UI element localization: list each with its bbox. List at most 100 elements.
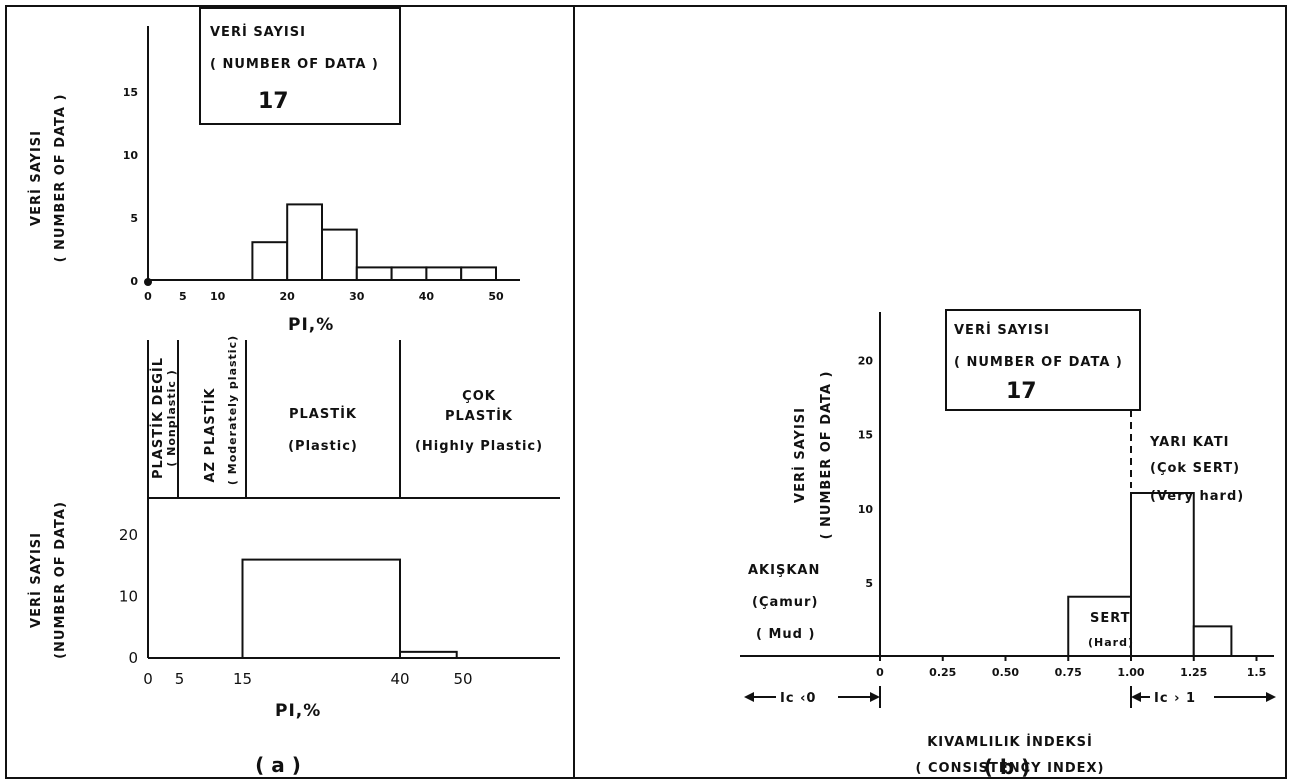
a-top-xtick-4: 30	[349, 290, 365, 303]
a-top-ytick-2: 10	[123, 149, 139, 162]
b-range-right: Ic › 1	[1130, 686, 1276, 708]
a-top-bar-4	[390, 266, 428, 281]
a-top-bar-3	[355, 266, 393, 281]
zone-plastic-line2: (Plastic)	[288, 439, 358, 454]
count-box-b-line1: VERİ SAYISI	[954, 322, 1050, 338]
a-bottom-xtick-4: 50	[453, 670, 472, 688]
count-box-a-line1: VERİ SAYISI	[210, 24, 306, 40]
panel-a-bottom: VERİ SAYISI (NUMBER OF DATA) 0 10 20 0 5 15 4…	[28, 501, 560, 721]
b-xtick-1: 0.25	[929, 666, 956, 679]
panel-a-top: VERİ SAYISI ( NUMBER OF DATA ) 17 VERİ S…	[28, 7, 520, 335]
b-bar-2	[1192, 625, 1233, 658]
b-ylabel-line1: VERİ SAYISI	[792, 407, 808, 503]
b-xlabel-line1: KIVAMLILIK İNDEKSİ	[927, 734, 1093, 750]
count-box-a-count: 17	[258, 89, 289, 114]
a-bottom-ytick-2: 20	[119, 526, 138, 544]
a-bottom-xtick-3: 40	[390, 670, 409, 688]
zone-nonplastic-line1: PLASTİK DEGİL	[150, 357, 166, 479]
b-range-left-arrow2-icon	[870, 692, 880, 702]
a-top-bars	[251, 203, 498, 282]
zone-highly-line1: ÇOK	[462, 389, 496, 404]
b-range-left: Ic ‹0	[744, 686, 881, 708]
b-zone-hard-line2: (Hard)	[1088, 636, 1134, 649]
b-xtick-6: 1.5	[1247, 666, 1267, 679]
a-top-origin-marker	[144, 278, 152, 286]
a-top-xtick-0: 0	[144, 290, 152, 303]
a-bottom-yticks: 0 10 20	[119, 526, 138, 667]
zone-highly-line3: (Highly Plastic)	[415, 439, 543, 454]
b-range-right-label: Ic › 1	[1154, 691, 1196, 706]
b-xtick-3: 0.75	[1055, 666, 1082, 679]
zone-moderately-line2: ( Moderately plastic)	[226, 335, 239, 485]
figure-frame	[5, 5, 1287, 779]
a-top-bar-0	[251, 241, 289, 281]
a-bottom-xtick-1: 5	[175, 670, 185, 688]
b-range-left-arrow-icon	[744, 692, 754, 702]
panel-b-label: ( b )	[984, 755, 1031, 779]
a-top-ytick-0: 0	[130, 275, 138, 288]
zone-highly-line2: PLASTİK	[445, 408, 513, 424]
b-ytick-2: 15	[858, 429, 873, 442]
a-top-ytick-1: 5	[130, 212, 138, 225]
b-zone-fluid-line3: ( Mud )	[756, 627, 815, 642]
b-bars	[1067, 492, 1233, 658]
b-xtick-0: 0	[876, 666, 884, 679]
zone-plastic-line1: PLASTİK	[289, 406, 357, 422]
a-top-xtick-1: 5	[179, 290, 187, 303]
panel-a-label: ( a )	[255, 753, 301, 777]
zone-moderately-line1: AZ PLASTİK	[202, 387, 218, 482]
b-zone-fluid-line1: AKIŞKAN	[748, 563, 820, 578]
a-bottom-ytick-0: 0	[128, 649, 138, 667]
a-top-ytick-3: 15	[123, 86, 138, 99]
a-top-xtick-5: 40	[419, 290, 435, 303]
a-top-xlabel: PI,%	[288, 315, 334, 335]
b-bar-0	[1067, 595, 1132, 658]
b-xtick-2: 0.50	[992, 666, 1019, 679]
a-top-bar-5	[425, 266, 463, 281]
count-box-b-count: 17	[1006, 379, 1037, 404]
b-ytick-0: 5	[865, 577, 873, 590]
b-ytick-1: 10	[858, 503, 874, 516]
count-box-b-frame	[945, 309, 1141, 411]
a-bottom-ylabel-line2: (NUMBER OF DATA)	[53, 501, 68, 659]
a-bottom-ylabel-line1: VERİ SAYISI	[28, 532, 44, 628]
a-top-yticks: 0 5 10 15	[123, 86, 139, 288]
b-xlabel-line2: ( CONSISTENCY INDEX)	[916, 761, 1105, 776]
a-bottom-xtick-0: 0	[143, 670, 153, 688]
a-top-ylabel-line1: VERİ SAYISI	[28, 130, 44, 226]
panel-b: VERİ SAYISI ( NUMBER OF DATA ) 17 VERİ S…	[740, 309, 1276, 776]
b-zone-veryhard-line1: YARI KATI	[1149, 435, 1229, 450]
a-top-xticks: 0 5 10 20 30 40 50	[144, 290, 504, 303]
b-bar-1	[1130, 492, 1195, 657]
b-zone-veryhard-line2: (Çok SERT)	[1150, 461, 1240, 476]
b-zone-veryhard-line3: (Very hard)	[1150, 489, 1244, 504]
b-ylabel-line2: ( NUMBER OF DATA )	[819, 371, 834, 540]
a-bottom-xtick-2: 15	[233, 670, 252, 688]
a-top-bar-2	[321, 228, 358, 282]
a-bottom-xticks: 0 5 15 40 50	[143, 670, 472, 688]
a-top-bar-6	[460, 266, 498, 281]
a-top-xtick-6: 50	[488, 290, 504, 303]
zone-nonplastic-line2: ( Nonplastic )	[165, 369, 178, 466]
a-bottom-bars	[241, 558, 458, 659]
count-box-a: VERİ SAYISI ( NUMBER OF DATA ) 17	[199, 7, 401, 125]
b-range-right-arrow-icon	[1131, 692, 1141, 702]
b-range-right-arrow2-icon	[1266, 692, 1276, 702]
a-bottom-xlabel: PI,%	[275, 701, 321, 721]
b-xtick-4: 1.00	[1117, 666, 1144, 679]
b-ytick-3: 20	[858, 355, 874, 368]
panel-a-zones: PLASTİK DEGİL ( Nonplastic ) AZ PLASTİK …	[147, 335, 560, 499]
a-top-xtick-3: 20	[280, 290, 296, 303]
count-box-b-line2: ( NUMBER OF DATA )	[954, 355, 1123, 370]
b-zone-hard-line1: SERT	[1090, 611, 1131, 626]
a-top-xtick-2: 10	[210, 290, 226, 303]
b-range-left-label: Ic ‹0	[780, 691, 816, 706]
count-box-a-frame	[199, 7, 401, 125]
a-top-ylabel-line2: ( NUMBER OF DATA )	[53, 94, 68, 263]
a-top-bar-1	[286, 203, 324, 281]
a-bottom-bar-0	[241, 558, 401, 659]
b-zone-fluid-line2: (Çamur)	[752, 595, 818, 610]
b-yticks: 5 10 15 20	[858, 355, 874, 590]
a-bottom-ytick-1: 10	[119, 588, 138, 606]
